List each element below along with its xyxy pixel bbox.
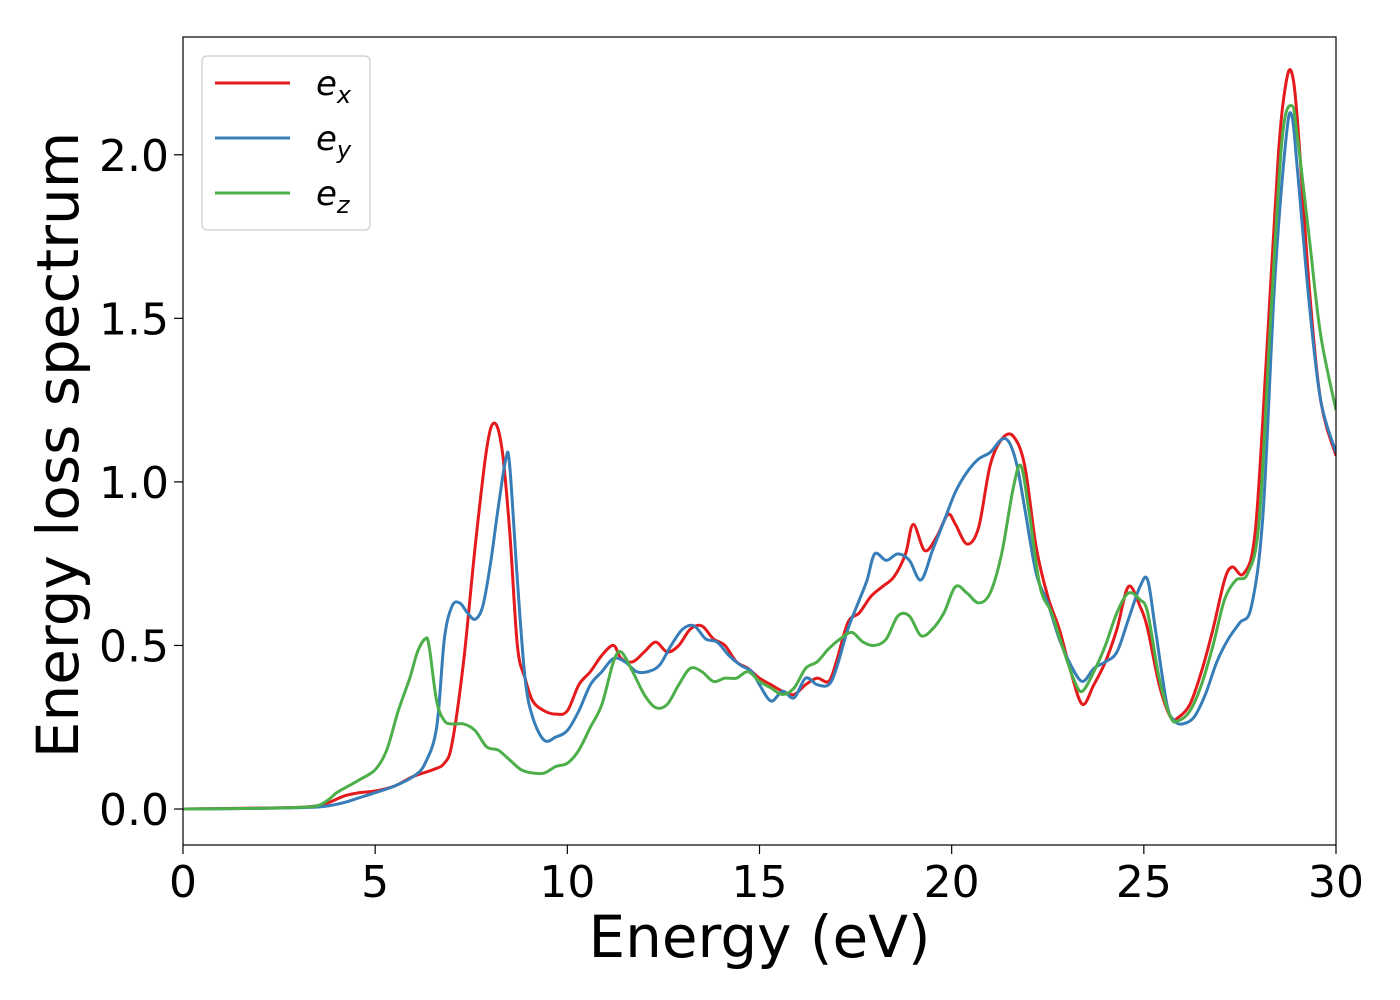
legend-label-subscript: x bbox=[336, 81, 352, 109]
x-tick-label: 25 bbox=[1116, 857, 1172, 908]
series-layer bbox=[183, 68, 1336, 811]
y-axis-title: Energy loss spectrum bbox=[24, 132, 92, 758]
x-tick-label: 30 bbox=[1308, 857, 1364, 908]
x-tick-label: 10 bbox=[539, 857, 595, 908]
legend-box bbox=[201, 55, 371, 231]
legend-label-subscript: y bbox=[336, 136, 352, 164]
y-axis: 0.0 0.5 1.0 1.5 2.0 bbox=[99, 131, 183, 836]
y-tick-label: 2.0 bbox=[99, 131, 169, 182]
series-line-x bbox=[183, 68, 1336, 811]
legend-label-z: ez bbox=[316, 174, 351, 219]
legend-label-main: e bbox=[316, 119, 337, 159]
x-tick-label: 5 bbox=[361, 857, 389, 908]
x-axis: 0 5 10 15 20 25 30 bbox=[169, 845, 1364, 908]
y-tick-label: 0.5 bbox=[99, 621, 169, 672]
y-tick-label: 0.0 bbox=[99, 785, 169, 836]
y-tick-label: 1.5 bbox=[99, 294, 169, 345]
x-tick-label: 20 bbox=[924, 857, 980, 908]
x-tick-label: 15 bbox=[732, 857, 788, 908]
legend-label-x: ex bbox=[316, 64, 352, 109]
series-line-z bbox=[183, 104, 1336, 811]
legend-label-main: e bbox=[316, 64, 337, 104]
legend-label-subscript: z bbox=[336, 191, 351, 219]
legend-label-y: ey bbox=[316, 119, 352, 164]
y-tick-label: 1.0 bbox=[99, 458, 169, 509]
legend-label-main: e bbox=[316, 174, 337, 214]
x-axis-title: Energy (eV) bbox=[588, 903, 930, 971]
x-tick-label: 0 bbox=[169, 857, 197, 908]
